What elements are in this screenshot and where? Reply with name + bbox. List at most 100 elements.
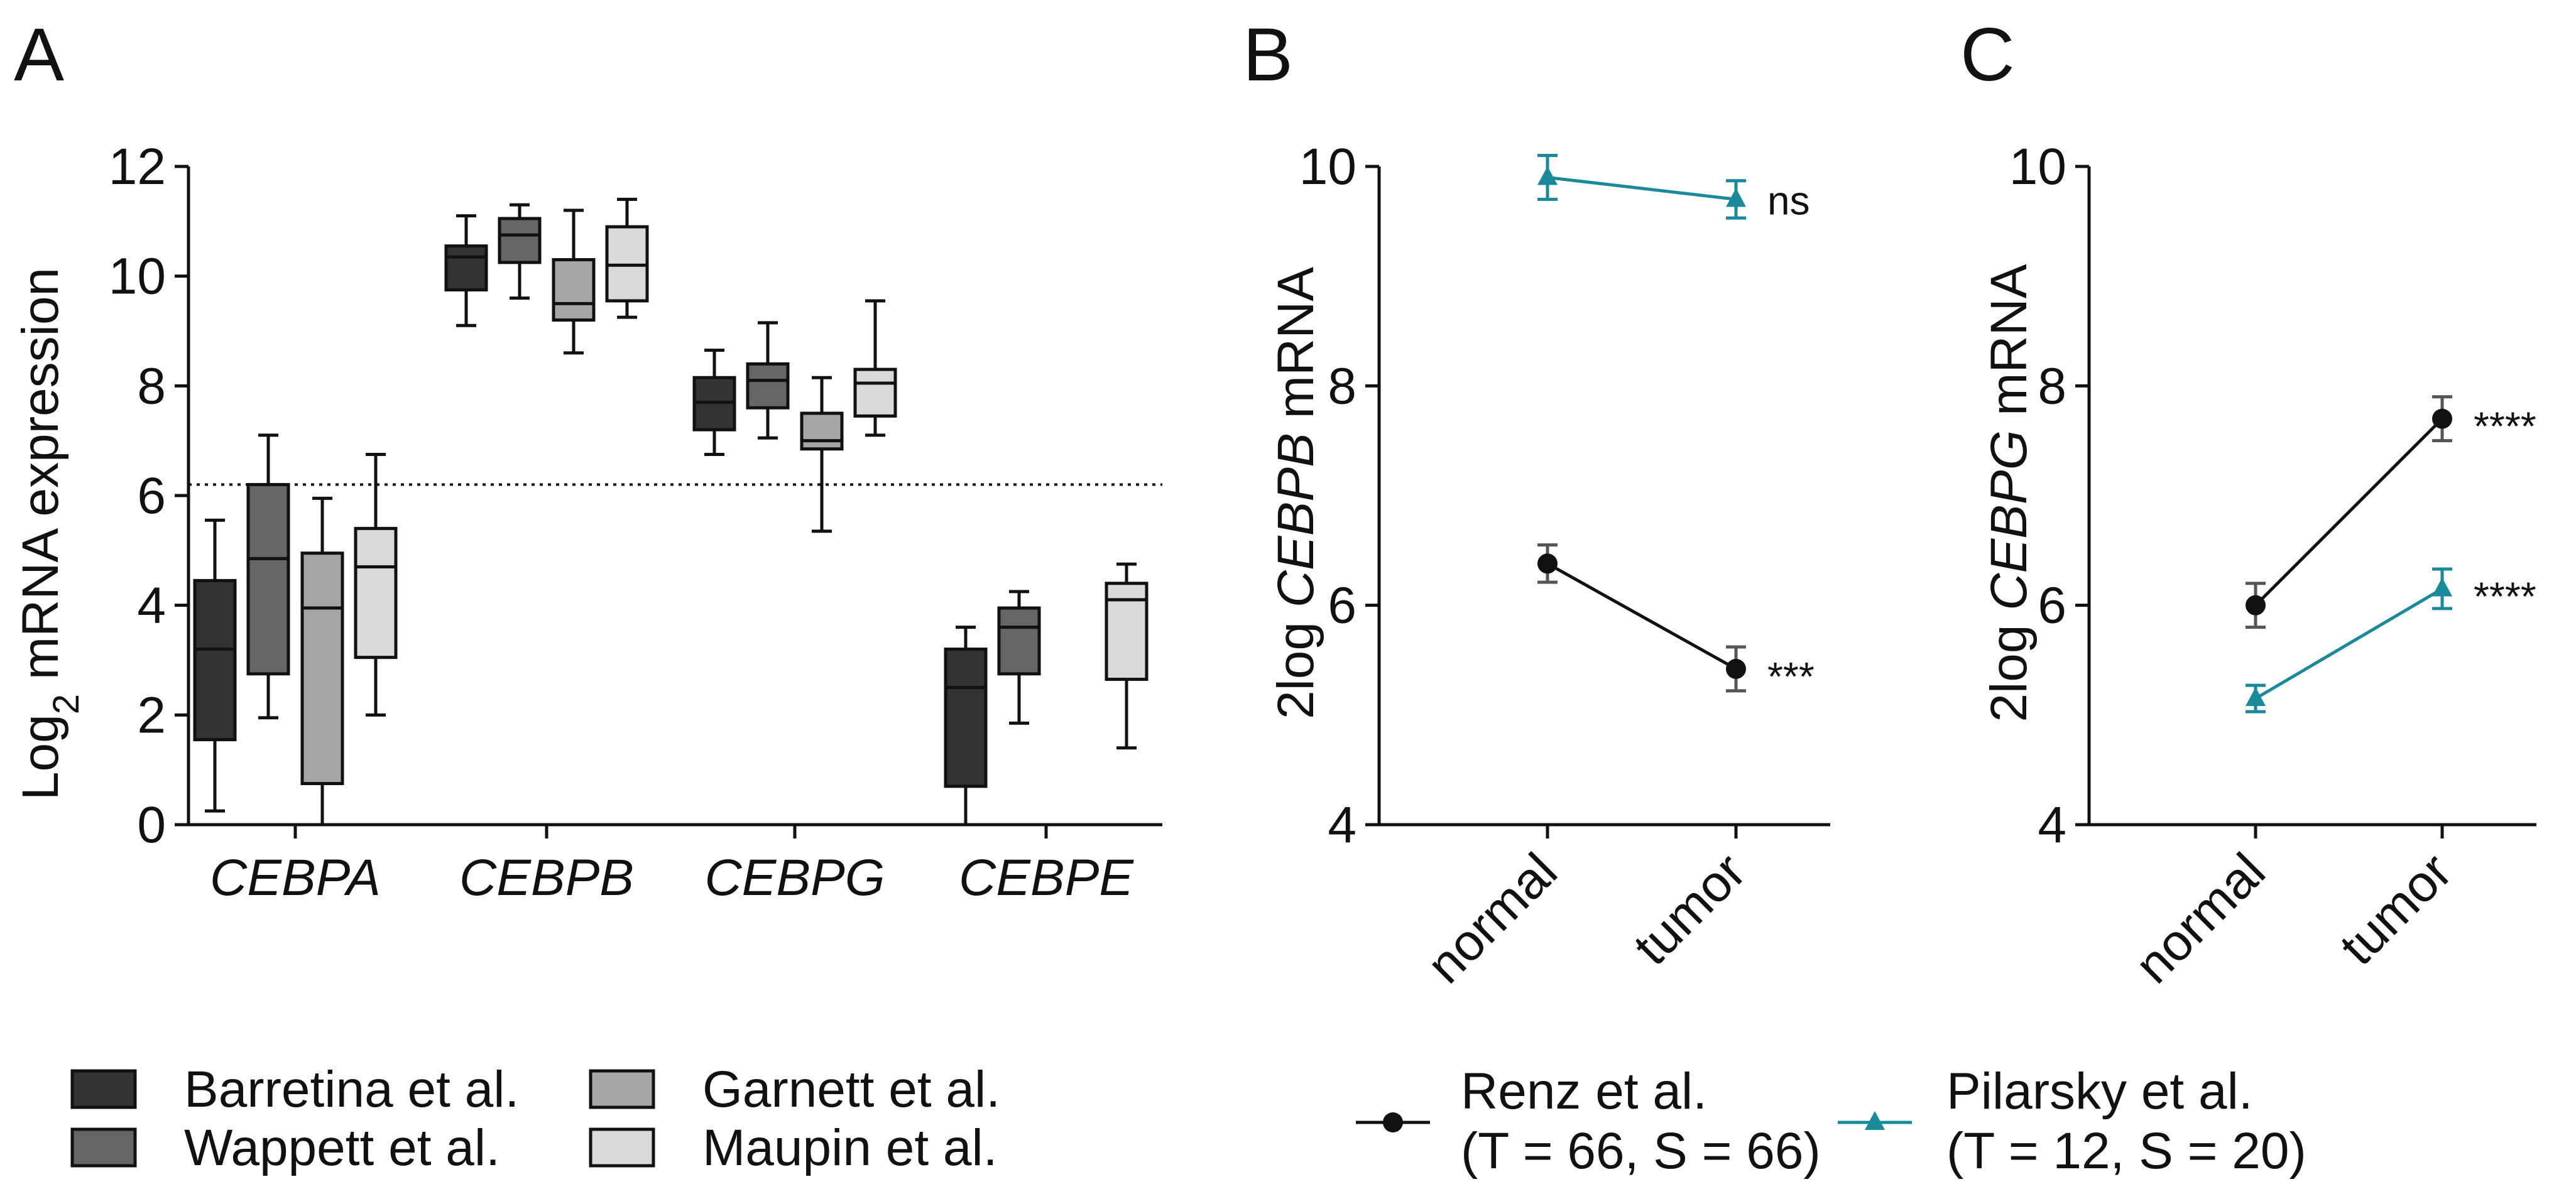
data-point-circle (2246, 595, 2266, 616)
box-cebpb-3 (552, 209, 596, 355)
legend-label: Garnett et al. (702, 1061, 1000, 1118)
box-cebpg-1 (692, 349, 736, 456)
panel-c-x-tick-label: normal (2124, 842, 2276, 994)
box-body (800, 411, 844, 451)
legend-swatch (70, 1069, 137, 1109)
box-cebpe-4 (1105, 562, 1149, 750)
box-cebpa-2 (246, 433, 290, 720)
data-point-circle (1537, 553, 1558, 574)
panel-a-boxplot: Log2 mRNA expression 0 2 4 6 8 10 12 CEBPA CEBPB… (12, 138, 1162, 906)
panel-b-y-tick-label: 4 (1328, 796, 1356, 854)
box-body (193, 578, 237, 742)
panel-c-x-tick-label: tumor (2329, 842, 2463, 976)
panel-b-series: *** ns (1537, 154, 1815, 699)
legend-item-barretina: Barretina et al. (70, 1061, 519, 1118)
box-body (1105, 582, 1149, 681)
series-line (1546, 562, 1737, 671)
panel-b-y-tick-label: 6 (1328, 577, 1356, 634)
box-body (944, 648, 988, 788)
panel-c-axes: 4 6 8 10 normal tumor (2009, 138, 2536, 994)
panel-a-y-tick-label: 8 (137, 357, 166, 415)
box-body (354, 526, 398, 659)
data-point-triangle (1726, 188, 1746, 207)
significance-label: ns (1767, 178, 1810, 223)
legend-swatch (589, 1069, 655, 1109)
box-cebpg-2 (746, 321, 790, 440)
box-body (300, 551, 344, 785)
box-cebpg-4 (853, 299, 897, 437)
box-body (746, 362, 790, 410)
panel-c-y-tick-label: 8 (2038, 357, 2066, 415)
series-line (2254, 587, 2443, 700)
panel-c-y-tick-label: 10 (2009, 138, 2066, 195)
panel-c-y-tick-label: 6 (2038, 577, 2066, 634)
legend-swatch (70, 1127, 137, 1168)
panel-letter-b: B (1243, 13, 1293, 97)
legend-item-pilarsky: Pilarsky et al.(T = 12, S = 20) (1838, 1063, 2306, 1180)
panel-letter-a: A (14, 13, 64, 97)
series-line (2254, 417, 2443, 607)
box-body (997, 606, 1041, 676)
box-cebpa-3 (300, 496, 344, 827)
box-cebpb-2 (498, 203, 542, 300)
box-body (853, 367, 897, 418)
series-line (1547, 175, 1737, 201)
panel-a-y-tick-label: 2 (137, 687, 166, 744)
significance-label: **** (2474, 404, 2536, 449)
panel-a-category-label: CEBPG (704, 849, 885, 906)
legend-item-renz: Renz et al.(T = 66, S = 66) (1356, 1063, 1821, 1180)
panel-a-category-label: CEBPA (210, 849, 381, 906)
legend-item-garnett: Garnett et al. (589, 1061, 1000, 1118)
panel-b-y-tick-label: 8 (1328, 357, 1356, 415)
legend-label: Wappett et al. (184, 1119, 500, 1176)
box-cebpb-4 (605, 197, 649, 319)
panel-a-category-label: CEBPE (959, 849, 1134, 906)
legend-sublabel: (T = 66, S = 66) (1461, 1122, 1821, 1180)
box-body (498, 217, 542, 264)
panel-a-category-label: CEBPB (459, 849, 634, 906)
panel-b-line-chart: 2log CEBPB mRNA 4 6 8 10 normal tumor *** ns (1267, 138, 1830, 994)
legend-panel-a: Barretina et al.Wappett et al. Garnett et… (70, 1061, 1000, 1176)
legend-sublabel: (T = 12, S = 20) (1946, 1122, 2306, 1180)
panel-b-y-axis-title: 2log CEBPB mRNA (1267, 267, 1324, 719)
legend-marker-triangle (1865, 1111, 1885, 1130)
panel-a-boxes (188, 197, 1162, 827)
panel-c-y-axis-title: 2log CEBPG mRNA (1980, 264, 2038, 722)
legend-marker-circle (1383, 1112, 1403, 1132)
panel-b-x-tick-label: normal (1416, 842, 1568, 994)
panel-b-series-renz: *** (1537, 543, 1815, 699)
panel-a-y-tick-label: 10 (109, 248, 166, 305)
panel-c-y-tick-label: 4 (2038, 796, 2066, 854)
data-point-circle (2432, 408, 2452, 429)
legend-label: Maupin et al. (702, 1119, 998, 1176)
legend-label: Renz et al. (1461, 1063, 1707, 1120)
box-cebpe-1 (944, 626, 988, 827)
panel-b-series-pilarsky: ns (1537, 154, 1810, 223)
box-body (552, 258, 596, 322)
box-cebpb-1 (444, 214, 488, 327)
box-cebpa-4 (354, 453, 398, 717)
box-cebpg-3 (800, 376, 844, 533)
panel-a-y-tick-label: 12 (109, 138, 166, 195)
panel-c-series-renz: **** (2246, 395, 2536, 629)
panel-a-y-axis-title: Log2 mRNA expression (12, 268, 87, 800)
legend-panels-b-c: Renz et al.(T = 66, S = 66)Pilarsky et a… (1356, 1063, 2306, 1180)
box-body (246, 483, 290, 676)
panel-a-y-tick-label: 4 (137, 577, 166, 634)
panel-b-x-tick-label: tumor (1623, 842, 1757, 976)
panel-b-y-tick-label: 10 (1299, 138, 1356, 195)
data-point-triangle (2432, 577, 2452, 597)
data-point-circle (1726, 658, 1746, 679)
legend-label: Barretina et al. (184, 1061, 519, 1118)
panel-a-y-tick-label: 6 (137, 467, 166, 524)
box-cebpa-1 (193, 518, 237, 813)
panel-a-axes: 0 2 4 6 8 10 12 CEBPA CEBPB CEBPG CEBPE (109, 138, 1162, 906)
data-point-triangle (2246, 687, 2266, 707)
box-cebpe-2 (997, 590, 1041, 725)
legend-swatch (589, 1127, 655, 1168)
panel-a-y-tick-label: 0 (137, 796, 166, 854)
panel-b-axes: 4 6 8 10 normal tumor (1299, 138, 1830, 994)
data-point-triangle (1537, 166, 1558, 185)
